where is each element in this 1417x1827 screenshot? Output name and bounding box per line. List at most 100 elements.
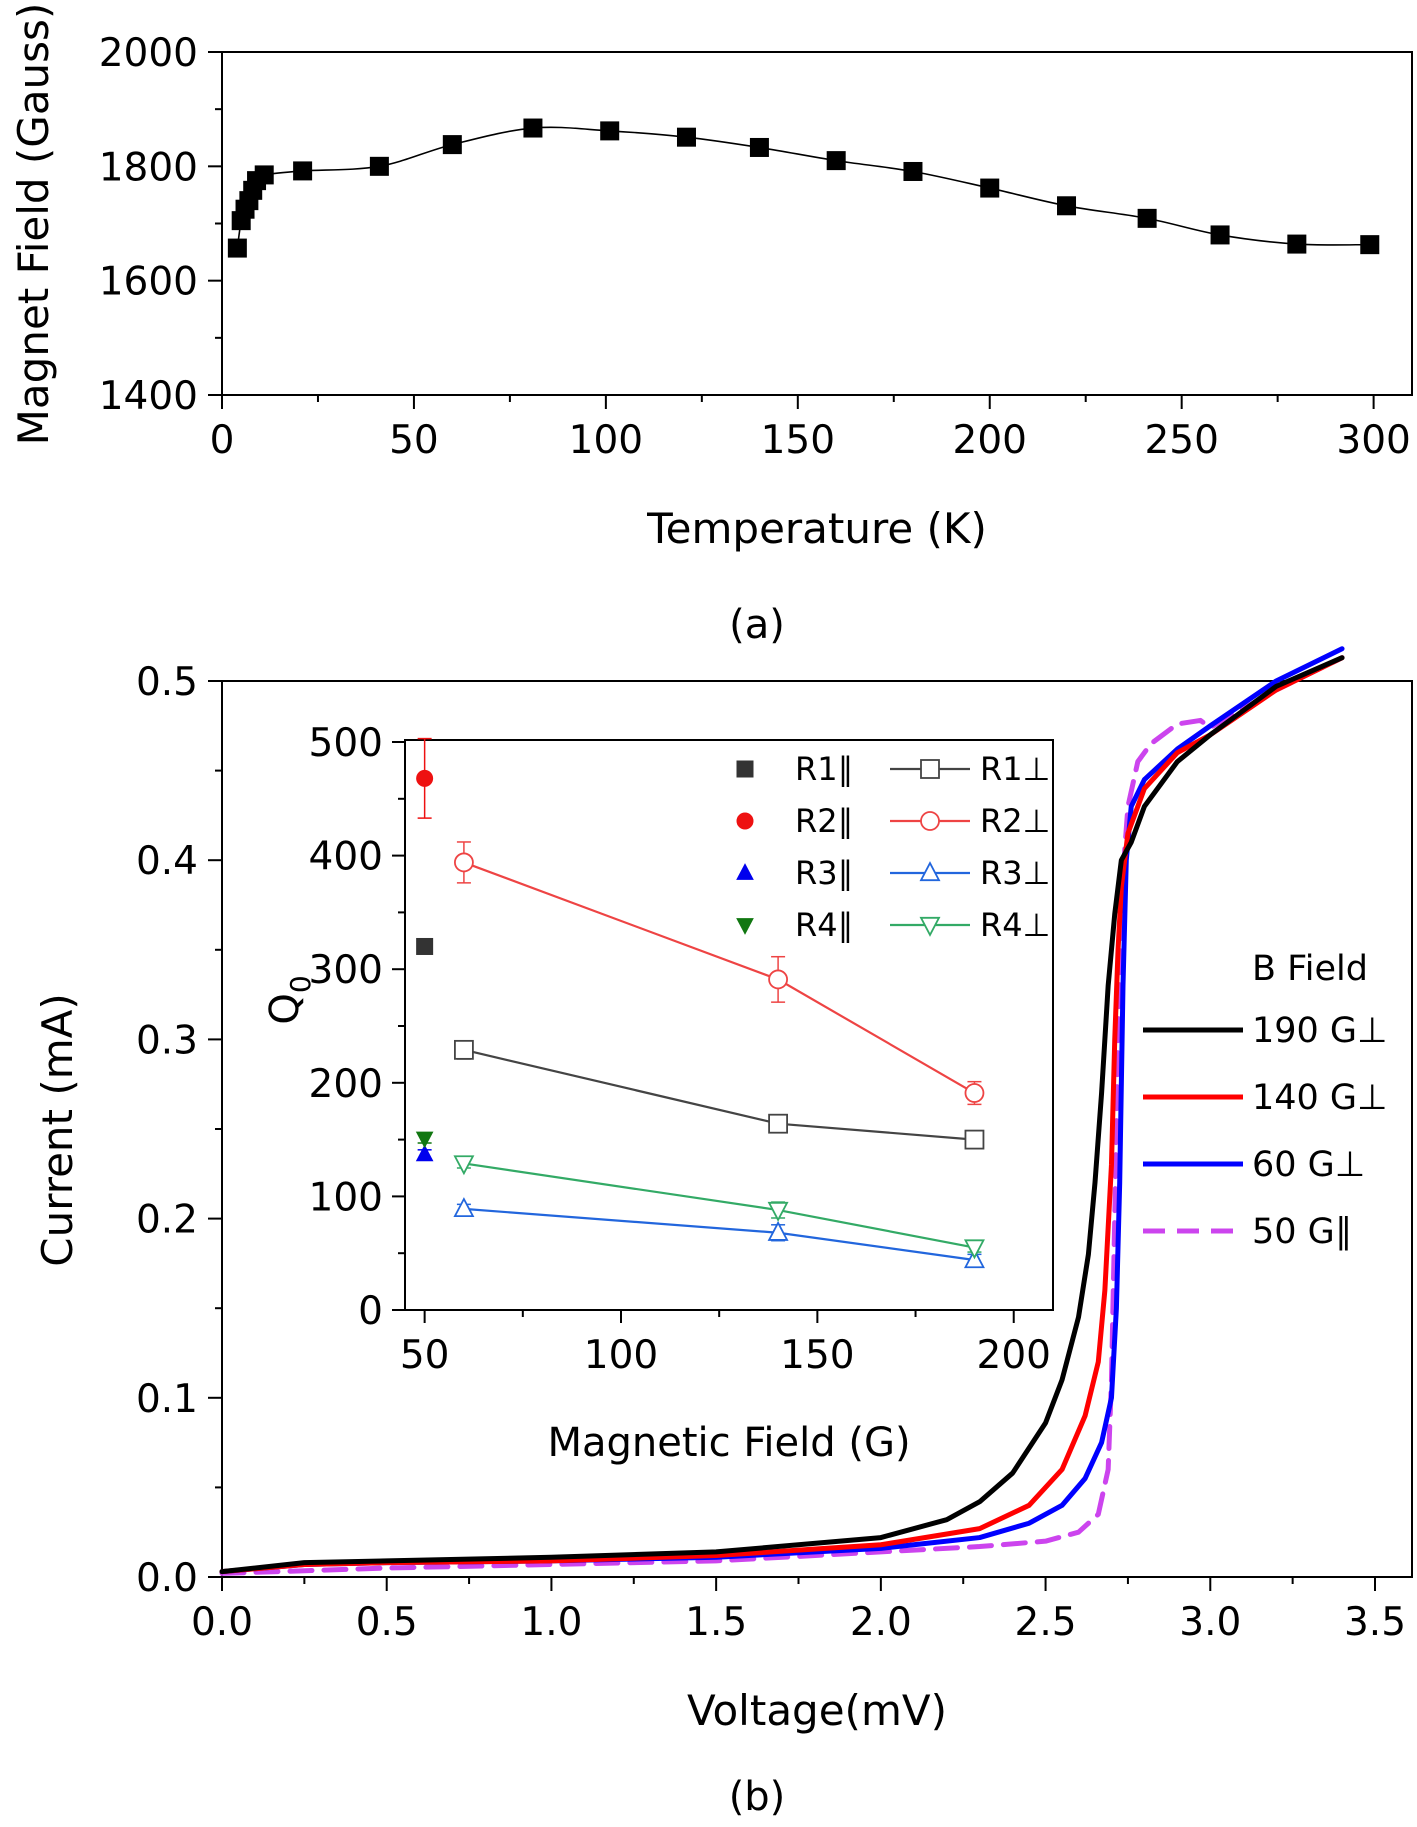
panel-b-ytick-label: 0.2 bbox=[136, 1198, 198, 1243]
inset-legend-label: R4⊥ bbox=[980, 906, 1050, 944]
inset-ytick-label: 300 bbox=[309, 948, 383, 993]
panel-a-point bbox=[600, 121, 620, 141]
inset-point bbox=[964, 1083, 985, 1103]
panel-a-xtick-label: 150 bbox=[761, 418, 835, 463]
inset-legend-label: R1∥ bbox=[795, 750, 854, 788]
panel-b-xtick-label: 2.5 bbox=[1015, 1600, 1077, 1645]
inset-legend-marker bbox=[919, 916, 941, 937]
inset-point bbox=[416, 769, 434, 787]
panel-b-curve bbox=[219, 655, 1345, 1575]
panel-b-ytick-label: 0.4 bbox=[136, 839, 198, 884]
panel-b-xlabel: Voltage(mV) bbox=[687, 1686, 947, 1735]
inset-point bbox=[964, 1129, 985, 1150]
panel-b-caption: (b) bbox=[729, 1774, 786, 1820]
inset-ticks: 50 100 150 200 0 100 200 300 400 500 bbox=[309, 721, 1051, 1378]
inset-xtick-label: 50 bbox=[400, 1333, 450, 1378]
panel-a-ylabel: Magnet Field (Gauss) bbox=[9, 3, 58, 446]
inset-legend-label: R3⊥ bbox=[980, 854, 1050, 892]
panel-a: 0 50 100 150 200 250 300 1400 1600 1800 2000 Tempe… bbox=[9, 3, 1413, 648]
inset-legend-label: R2⊥ bbox=[980, 802, 1050, 840]
panel-a-ytick-label: 1400 bbox=[99, 374, 198, 419]
panel-b-xtick-label: 3.0 bbox=[1179, 1600, 1241, 1645]
panel-a-line bbox=[236, 126, 1370, 249]
panel-a-ytick-label: 2000 bbox=[99, 31, 198, 76]
panel-a-point bbox=[1137, 208, 1157, 228]
inset-xtick-label: 150 bbox=[780, 1333, 854, 1378]
inset: 50 100 150 200 0 100 200 300 400 500 R1∥ R2∥ R3∥ R4∥… bbox=[262, 721, 1054, 1466]
panel-a-point bbox=[676, 127, 696, 147]
panel-a-point bbox=[369, 156, 389, 176]
panel-b-ylabel: Current (mA) bbox=[33, 993, 82, 1267]
panel-b-legend-label: 60 G⊥ bbox=[1252, 1145, 1365, 1185]
inset-ytick-label: 500 bbox=[309, 721, 383, 766]
panel-b-xtick-label: 2.0 bbox=[850, 1600, 912, 1645]
panel-a-ytick-label: 1800 bbox=[99, 145, 198, 190]
inset-ytick-label: 200 bbox=[309, 1062, 383, 1107]
panel-a-point bbox=[523, 118, 543, 138]
inset-background bbox=[405, 740, 1053, 1310]
panel-b-legend-label: 50 G∥ bbox=[1252, 1212, 1352, 1252]
panel-b-xtick-label: 0.5 bbox=[356, 1600, 418, 1645]
inset-ylabel-group: Q0 bbox=[262, 975, 317, 1024]
panel-b-xtick-label: 1.5 bbox=[685, 1600, 747, 1645]
panel-a-xtick-label: 300 bbox=[1336, 418, 1410, 463]
panel-a-point bbox=[254, 165, 274, 185]
inset-ytick-label: 0 bbox=[358, 1289, 383, 1334]
panel-a-point bbox=[293, 161, 313, 181]
panel-a-point bbox=[227, 238, 247, 258]
panel-b-series bbox=[219, 646, 1345, 1576]
inset-point bbox=[963, 1239, 985, 1260]
panel-b-ytick-label: 0.5 bbox=[136, 660, 198, 705]
inset-point bbox=[768, 1113, 788, 1134]
inset-point bbox=[415, 1131, 434, 1149]
inset-point bbox=[768, 969, 788, 990]
panel-a-point bbox=[1287, 234, 1307, 254]
inset-series bbox=[415, 737, 985, 1269]
inset-point bbox=[415, 1144, 434, 1162]
inset-point bbox=[453, 1197, 475, 1217]
panel-b-curve bbox=[219, 655, 1345, 1576]
inset-legend-marker bbox=[736, 918, 754, 935]
panel-b-ytick-label: 0.3 bbox=[136, 1018, 198, 1063]
inset-ytick-label: 100 bbox=[309, 1175, 383, 1220]
panel-a-point bbox=[826, 151, 846, 171]
panel-b-ytick-label: 0.0 bbox=[136, 1556, 198, 1601]
inset-ytick-label: 400 bbox=[309, 835, 383, 880]
panel-b-xtick-label: 1.0 bbox=[520, 1600, 582, 1645]
inset-legend-marker bbox=[920, 759, 940, 779]
panel-a-ticks: 0 50 100 150 200 250 300 1400 1600 1800 2000 bbox=[99, 31, 1411, 463]
panel-a-frame bbox=[221, 51, 1413, 396]
inset-legend-marker bbox=[736, 760, 754, 778]
panel-a-caption: (a) bbox=[729, 602, 785, 648]
inset-legend-label: R3∥ bbox=[795, 854, 854, 892]
panel-b-curve bbox=[219, 655, 1345, 1575]
inset-legend-marker bbox=[736, 812, 754, 830]
inset-point bbox=[453, 1155, 475, 1176]
inset-ylabel-subscript: 0 bbox=[284, 975, 317, 993]
panel-a-xtick-label: 100 bbox=[569, 418, 643, 463]
panel-a-point bbox=[1057, 196, 1077, 216]
panel-b-legend-label: 140 G⊥ bbox=[1252, 1078, 1388, 1118]
inset-ylabel-main: Q bbox=[262, 993, 308, 1024]
inset-point bbox=[416, 937, 434, 955]
inset-legend-marker bbox=[919, 861, 941, 882]
inset-legend: R1∥ R2∥ R3∥ R4∥ R1⊥ R2⊥ R3⊥ R4⊥ bbox=[736, 750, 1050, 944]
panel-b-xtick-label: 3.5 bbox=[1344, 1600, 1406, 1645]
panel-a-point bbox=[903, 161, 923, 181]
inset-legend-label: R1⊥ bbox=[980, 750, 1050, 788]
panel-b-legend-title: B Field bbox=[1252, 949, 1368, 989]
panel-a-xtick-label: 250 bbox=[1144, 418, 1218, 463]
inset-point bbox=[767, 1220, 789, 1241]
panel-a-xtick-label: 50 bbox=[389, 418, 439, 463]
inset-legend-label: R4∥ bbox=[795, 906, 854, 944]
inset-point bbox=[767, 1201, 789, 1222]
inset-legend-marker bbox=[920, 811, 940, 831]
panel-b: 0.0 0.5 1.0 1.5 2.0 2.5 3.0 3.5 0.0 0.1 0.2 0.3 0.4 0… bbox=[33, 646, 1413, 1820]
panel-a-point bbox=[442, 135, 462, 155]
inset-xtick-label: 100 bbox=[584, 1333, 658, 1378]
inset-xtick-label: 200 bbox=[977, 1333, 1051, 1378]
panel-a-xlabel: Temperature (K) bbox=[646, 504, 987, 553]
panel-a-point bbox=[749, 137, 769, 157]
panel-a-point bbox=[980, 178, 1000, 198]
